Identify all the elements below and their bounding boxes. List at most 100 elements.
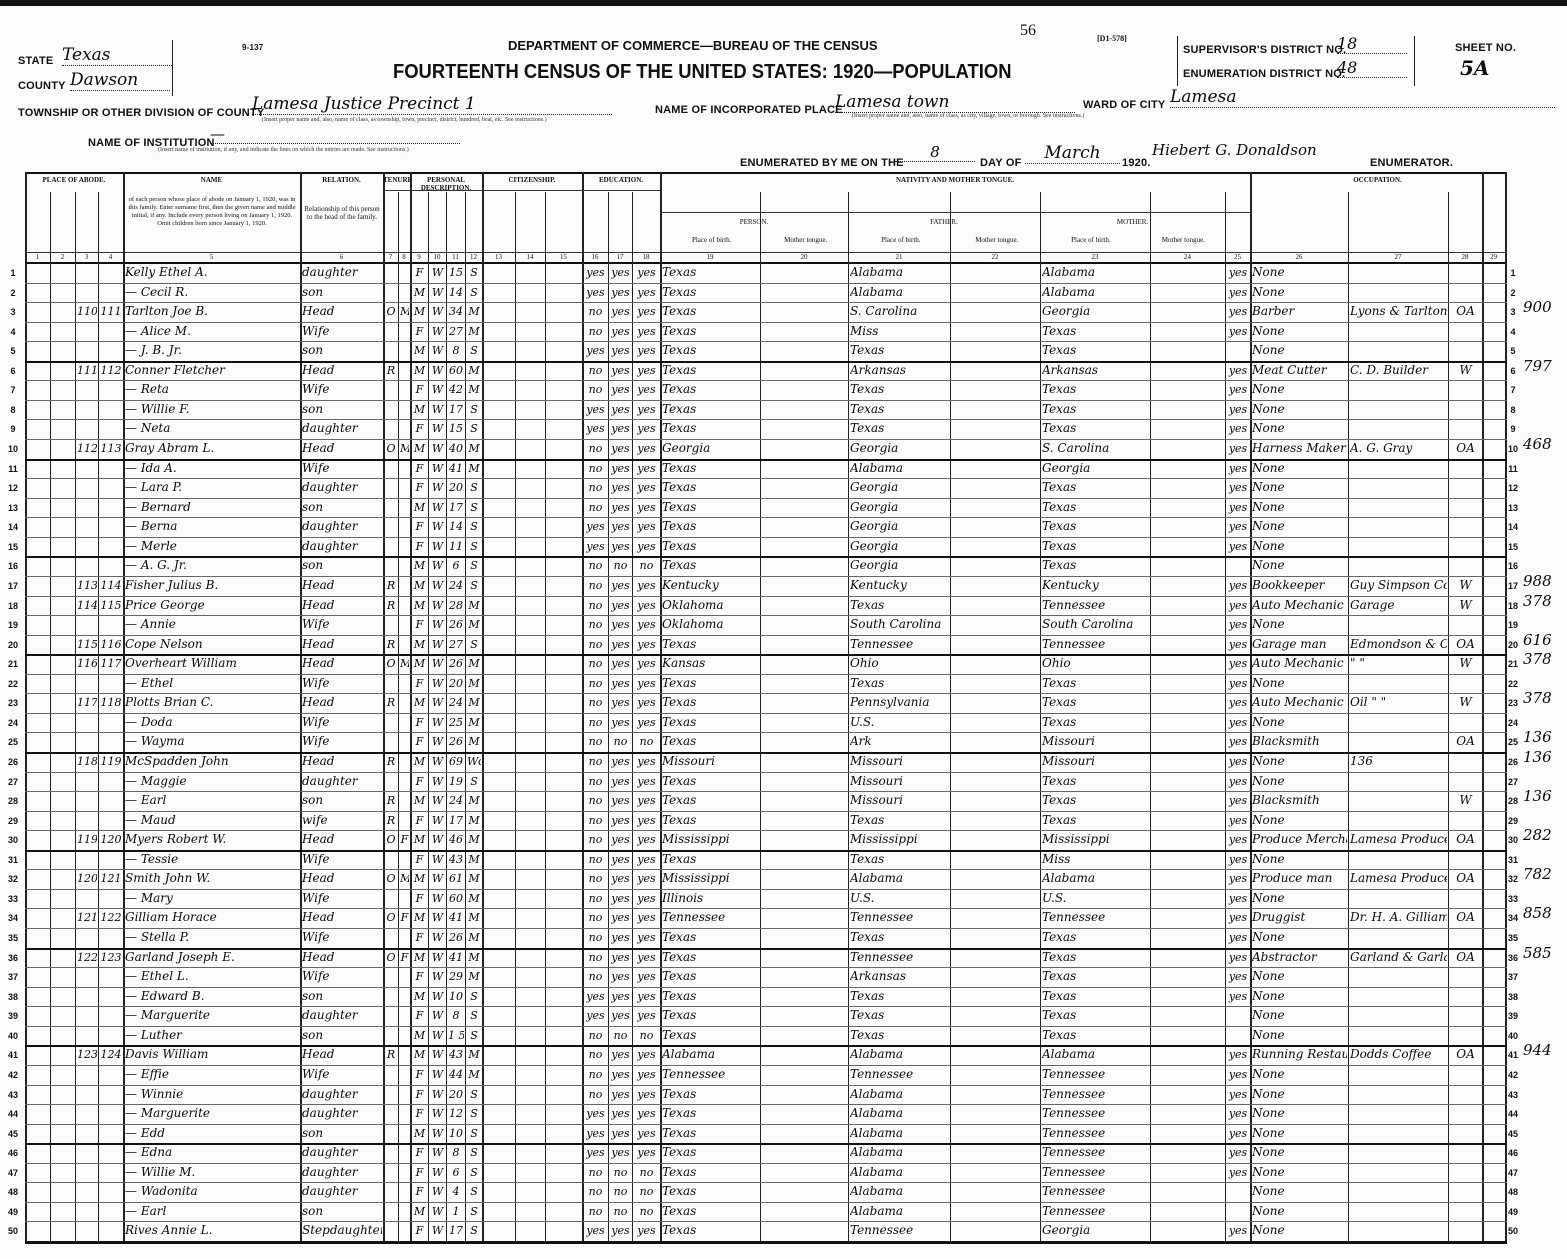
- cell-ind: " ": [1350, 656, 1365, 671]
- cell-mbp: Texas: [1042, 812, 1077, 827]
- cell-sex: M: [413, 989, 426, 1003]
- column-divider: [1482, 172, 1484, 1241]
- cell-ind: Dr. H. A. Gilliam: [1350, 910, 1447, 925]
- cell-rel: son: [302, 284, 324, 299]
- cell-name: — J. B. Jr.: [125, 343, 182, 358]
- cell-rd: yes: [611, 442, 630, 456]
- line-number-left: 42: [7, 1069, 18, 1080]
- cell-eng: yes: [1228, 266, 1248, 279]
- cell-wr: yes: [637, 1126, 656, 1140]
- cell-rel: Head: [302, 636, 335, 651]
- column-number: 10: [433, 253, 441, 261]
- cell-rd: yes: [611, 637, 630, 651]
- cell-age: 60: [449, 363, 463, 377]
- cell-mbp: Texas: [1042, 382, 1077, 397]
- line-number-right: 5: [1510, 346, 1516, 357]
- cell-age: 19: [449, 774, 463, 788]
- line-number-left: 2: [10, 287, 16, 298]
- cell-age: 28: [449, 598, 463, 612]
- cell-wr: yes: [637, 715, 656, 729]
- cell-ms: S: [470, 1126, 478, 1140]
- cell-rd: yes: [611, 715, 630, 729]
- cell-rel: son: [302, 499, 324, 514]
- cell-rd: yes: [611, 324, 630, 338]
- cell-fam: 123: [100, 950, 122, 964]
- row-rule: [25, 1143, 1507, 1146]
- header-relation: RELATION.: [322, 176, 361, 184]
- cell-col: W: [431, 1146, 444, 1160]
- cell-sch: no: [588, 872, 603, 886]
- cell-sch: no: [588, 461, 603, 475]
- line-number-left: 3: [10, 307, 16, 318]
- cell-mbp: Arkansas: [1042, 362, 1099, 377]
- cell-mtg: F: [400, 833, 409, 847]
- cell-mbp: Mississippi: [1042, 832, 1110, 847]
- cell-col: W: [431, 931, 444, 945]
- cell-eng: yes: [1228, 794, 1248, 808]
- cell-cls: W: [1459, 577, 1472, 592]
- cell-bp: Texas: [662, 793, 697, 808]
- column-divider: [582, 172, 584, 1241]
- cell-fam: 117: [100, 657, 122, 671]
- cell-sch: yes: [586, 1107, 605, 1121]
- cell-fam: 112: [100, 363, 122, 377]
- cell-sex: M: [413, 344, 426, 358]
- department-heading: DEPARTMENT OF COMMERCE—BUREAU OF THE CEN…: [508, 38, 878, 53]
- cell-occ: None: [1252, 1086, 1285, 1101]
- cell-rd: yes: [611, 852, 630, 866]
- cell-sch: no: [588, 383, 603, 397]
- cell-sch: no: [588, 1048, 603, 1062]
- cell-name: Kelly Ethel A.: [125, 265, 208, 279]
- line-number-left: 40: [7, 1030, 18, 1041]
- cell-sex: F: [415, 931, 424, 945]
- cell-rd: yes: [611, 1009, 630, 1023]
- cell-fbp: Texas: [850, 382, 885, 397]
- cell-sch: no: [588, 676, 603, 690]
- header-occupation: OCCUPATION.: [1353, 176, 1402, 184]
- line-number-left: 1: [10, 268, 16, 278]
- line-number-right: 47: [1507, 1167, 1518, 1178]
- header-father: FATHER.: [930, 218, 958, 226]
- cell-occ: Harness Maker: [1252, 441, 1346, 456]
- cell-col: W: [431, 285, 444, 299]
- line-number-right: 1: [1510, 268, 1516, 278]
- cell-fbp: Kentucky: [850, 577, 907, 592]
- line-number-left: 6: [10, 365, 16, 376]
- column-number: 26: [1295, 253, 1303, 261]
- cell-fbp: Georgia: [850, 538, 899, 553]
- column-divider: [123, 172, 125, 1241]
- cell-name: — Marguerite: [125, 1106, 211, 1121]
- header-place-of-abode: PLACE OF ABODE.: [42, 176, 106, 184]
- row-rule: [25, 419, 1507, 421]
- line-number-right: 24: [1507, 717, 1518, 728]
- line-number-left: 33: [7, 893, 18, 904]
- enumeration-day: 8: [895, 143, 975, 162]
- header-personal-description: PERSONAL DESCRIPTION.: [420, 176, 472, 192]
- cell-col: W: [431, 813, 444, 827]
- column-number-rule: [25, 252, 1507, 253]
- cell-wr: yes: [637, 266, 656, 279]
- row-rule: [25, 1241, 1507, 1243]
- cell-ind: Oil " ": [1350, 695, 1387, 710]
- cell-rd: no: [613, 1185, 628, 1199]
- cell-fam: 114: [100, 578, 122, 592]
- cell-bp: Tennessee: [662, 1066, 726, 1081]
- cell-ms: M: [468, 618, 480, 632]
- cell-wr: no: [639, 1028, 654, 1042]
- cell-age: 44: [449, 1067, 463, 1081]
- cell-sch: yes: [586, 1146, 605, 1160]
- column-divider: [398, 192, 399, 1241]
- cell-ms: M: [468, 891, 480, 905]
- cell-rd: no: [613, 1028, 628, 1042]
- cell-bp: Texas: [662, 460, 697, 475]
- cell-eng: yes: [1228, 735, 1248, 749]
- line-number-left: 48: [7, 1187, 18, 1198]
- cell-sch: no: [588, 833, 603, 847]
- cell-col: W: [431, 833, 444, 847]
- cell-name: — Ethel L.: [125, 969, 189, 984]
- header-nativity: NATIVITY AND MOTHER TONGUE.: [896, 176, 1014, 184]
- cell-rel: Wife: [302, 675, 330, 690]
- cell-ms: M: [468, 931, 480, 945]
- top-scan-border: [0, 0, 1567, 6]
- cell-rel: Wife: [302, 617, 330, 632]
